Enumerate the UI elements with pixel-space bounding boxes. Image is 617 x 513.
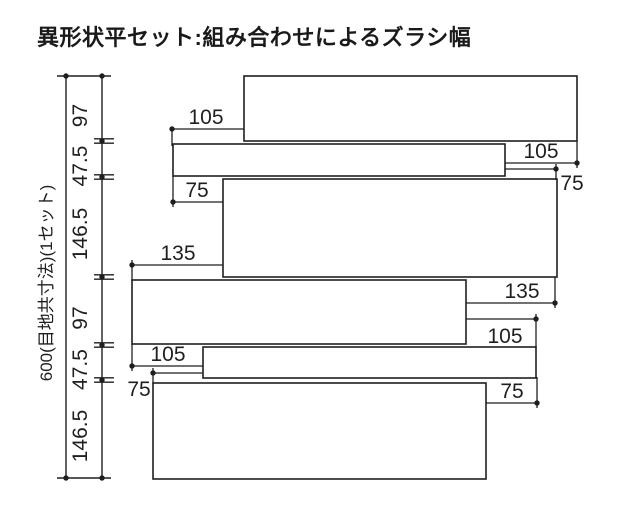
offset-dim-right-8-dot (552, 300, 558, 306)
offset-dim-left-2-label: 75 (185, 179, 208, 202)
offset-dim-right-9-label: 105 (487, 325, 522, 348)
chain-segment-label-5: 47.5 (69, 349, 92, 390)
offset-dim-right-6-label: 105 (523, 140, 558, 163)
chain-joint-dot-5 (99, 377, 105, 383)
chain-segment-label-6: 146.5 (69, 410, 92, 463)
chain-joint-dot-4 (99, 342, 105, 348)
diagram-title: 異形状平セット:組み合わせによるズラシ幅 (37, 25, 472, 50)
chain-joint-dot-2 (99, 174, 105, 180)
chain-segment-label-4: 97 (69, 306, 92, 329)
tile-row-5 (202, 346, 537, 379)
offset-dim-left-2-dot (170, 199, 176, 205)
offset-dim-left-5-dot (150, 370, 156, 376)
offset-dim-left-1-label: 105 (188, 106, 223, 129)
offset-dim-right-9-dot (533, 316, 539, 322)
offset-dim-right-10-dot (534, 400, 540, 406)
chain-segment-label-1: 97 (69, 104, 92, 127)
offset-dim-left-3-label: 135 (160, 242, 195, 265)
chain-bottom-tick-dot-outer (63, 475, 69, 481)
offset-dim-left-3-dot (129, 262, 135, 268)
chain-joint-dot-1 (99, 138, 105, 144)
offset-dim-right-7-label: 75 (560, 172, 583, 195)
offset-dim-left-1-dot (169, 126, 175, 132)
chain-top-tick-dot-outer (63, 73, 69, 79)
offset-dim-right-10-label: 75 (500, 380, 523, 403)
offset-dim-right-7-dot (553, 166, 559, 172)
chain-joint-dot-3 (99, 274, 105, 280)
tile-row-3 (222, 178, 558, 278)
chain-top-tick-dot-inner (99, 73, 105, 79)
offset-dim-left-4-dot (129, 363, 135, 369)
tile-row-6 (152, 382, 487, 480)
chain-segment-label-3: 146.5 (69, 208, 92, 261)
chain-bottom-tick-dot-inner (99, 475, 105, 481)
tile-row-1 (243, 75, 578, 142)
offset-dim-left-4-label: 105 (150, 343, 185, 366)
tile-row-4 (131, 279, 467, 345)
offset-dim-left-5-label: 75 (127, 378, 150, 401)
offset-dim-right-8-label: 135 (504, 280, 539, 303)
tile-row-2 (172, 143, 506, 177)
chain-total-label: 600(目地共寸法)(1セット) (37, 185, 56, 381)
offset-dim-right-6-dot (574, 160, 580, 166)
chain-segment-label-2: 47.5 (69, 146, 92, 187)
